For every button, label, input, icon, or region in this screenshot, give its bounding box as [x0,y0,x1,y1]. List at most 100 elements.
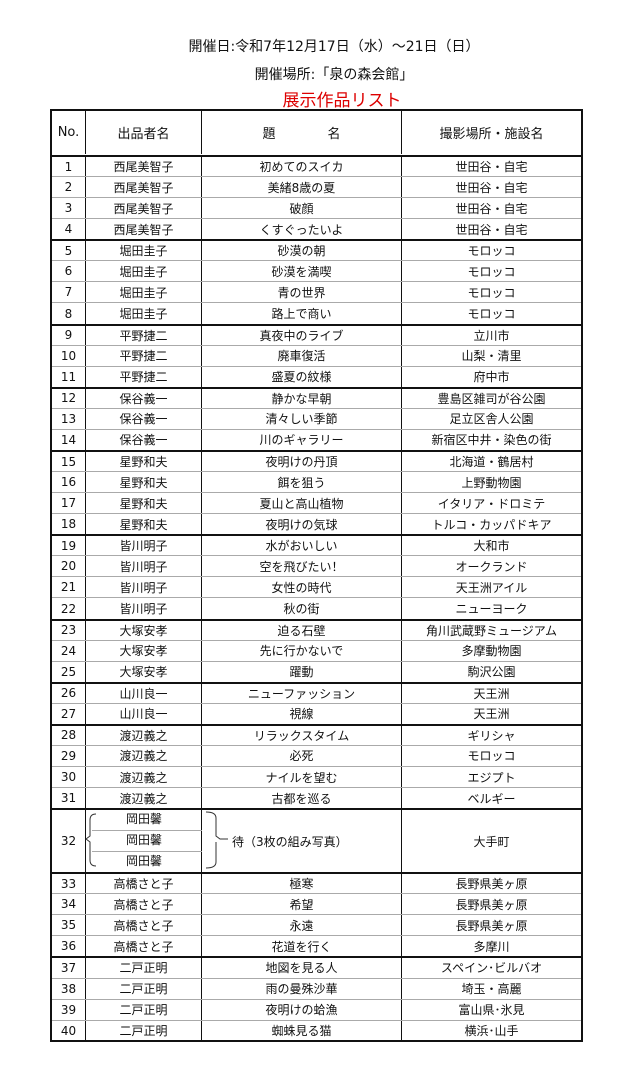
location: 北海道・鶴居村 [449,455,534,469]
work-title: 破顔 [202,198,402,219]
exhibitor-name: 堀田圭子 [86,303,202,324]
table-row: 30 渡辺義之 ナイルを望む エジプト [52,766,581,788]
exhibitor-name: 二戸正明 [86,999,202,1020]
event-venue: 開催場所:「泉の森会館」 [254,67,414,83]
table-row: 3 西尾美智子 破顔 世田谷・自宅 [52,197,581,219]
table-row: 29 渡辺義之 必死 モロッコ [52,744,581,767]
row-no: 9 [52,325,86,345]
exhibitor-name: 大塚安孝 [86,640,202,661]
work-title: 美緒8歳の夏 [202,177,402,198]
work-title: 極寒 [202,874,402,894]
row-no: 1 [52,157,86,177]
row-no: 28 [52,725,86,745]
row-no: 37 [52,958,86,978]
exhibitor-name: 西尾美智子 [86,177,202,198]
table-row: 4 西尾美智子 くすぐったいよ 世田谷・自宅 [52,218,581,240]
row-no: 11 [52,366,86,387]
location: モロッコ [467,244,516,259]
page-title: 展示作品リスト [282,91,402,111]
table-row: 7 堀田圭子 青の世界 モロッコ [52,281,581,303]
exhibitor-name: 大塚安孝 [86,661,202,682]
table-row: 37 二戸正明 地図を見る人 スペイン･ビルバオ [52,956,581,978]
location: 上野動物園 [461,475,522,490]
location: 山梨・清里 [461,349,522,364]
row-no: 24 [52,640,86,661]
row-no: 29 [52,745,86,767]
header-title: 題 名 [202,111,402,154]
work-title: 視線 [202,703,402,724]
work-title: ナイルを望む [202,767,402,788]
location: 多摩動物園 [461,644,522,659]
exhibitor-name: 渡辺義之 [86,767,202,788]
work-title: 先に行かないで [202,640,402,661]
work-title: 女性の時代 [202,577,402,598]
location: 天王洲アイル [455,580,528,595]
exhibitor-name: 星野和夫 [86,472,202,493]
location: 角川武蔵野ミュージアム [426,623,557,638]
work-title: 夜明けの丹頂 [202,451,402,472]
table-row: 1 西尾美智子 初めてのスイカ 世田谷・自宅 [52,155,581,177]
location: 長野県美ヶ原 [455,897,528,912]
exhibitor-name: 山川良一 [86,683,202,703]
row-no: 10 [52,345,86,366]
exhibitor-name: 岡田馨 [125,854,162,869]
exhibitor-name: 高橋さと子 [86,915,202,936]
work-title: 砂漠の朝 [202,241,402,261]
exhibitor-name: 星野和夫 [86,451,202,472]
location: 世田谷・自宅 [455,180,528,195]
exhibitor-name: 岡田馨 [125,833,162,848]
table-row: 15 星野和夫 夜明けの丹頂 北海道・鶴居村 [52,449,581,472]
exhibitor-name: 大塚安孝 [86,620,202,640]
work-title: 清々しい季節 [202,408,402,429]
work-title: 古都を巡る [202,788,402,809]
work-title: 秋の街 [202,598,402,619]
work-title: 路上で商い [202,303,402,324]
table-row: 12 保谷義一 静かな早朝 豊島区雑司が谷公園 [52,386,581,408]
exhibitor-name: 保谷義一 [86,388,202,408]
work-title: くすぐったいよ [202,219,402,240]
work-title: 初めてのスイカ [202,157,402,177]
work-title: 真夜中のライブ [202,325,402,345]
row-no: 31 [52,788,86,809]
work-title: 夜明けの気球 [202,514,402,535]
table-row: 26 山川良一 ニューファッション 天王洲 [52,681,581,703]
table-row: 20 皆川明子 空を飛びたい！ オークランド [52,555,581,577]
row-no: 14 [52,429,86,450]
exhibitor-name: 堀田圭子 [86,261,202,282]
location: 長野県美ヶ原 [455,877,528,892]
work-title: 雨の曼殊沙華 [202,978,402,999]
location: モロッコ [467,264,516,279]
location: 横浜･山手 [464,1024,519,1039]
row-no: 18 [52,514,86,535]
table-row: 11 平野捷二 盛夏の紋様 府中市 [52,365,581,387]
exhibitor-name: 星野和夫 [86,493,202,514]
exhibitor-names [86,810,202,873]
exhibitor-name: 皆川明子 [86,556,202,577]
exhibitor-name: 二戸正明 [86,1020,202,1041]
exhibitor-name: 堀田圭子 [86,241,202,261]
table-row: 6 堀田圭子 砂漠を満喫 モロッコ [52,260,581,282]
work-title: 迫る石壁 [202,620,402,640]
row-no: 2 [52,177,86,198]
work-title: 餌を狙う [202,472,402,493]
table-row: 27 山川良一 視線 天王洲 [52,702,581,724]
row-no: 16 [52,472,86,493]
bracket-icon [85,811,228,869]
location: 多摩川 [473,939,510,954]
exhibitor-name: 保谷義一 [86,408,202,429]
work-title: 空を飛びたい！ [202,556,402,577]
location: 長野県美ヶ原 [455,918,528,933]
row-no: 25 [52,661,86,682]
work-title: 夜明けの蛤漁 [202,999,402,1020]
location: 埼玉・高麗 [461,982,522,997]
exhibitor-name: 二戸正明 [86,978,202,999]
location: 富山県･氷見 [458,1003,525,1018]
table-row: 25 大塚安孝 躍動 駒沢公園 [52,660,581,682]
work-title: 蜘蛛見る猫 [202,1020,402,1041]
table-row: 8 堀田圭子 路上で商い モロッコ [52,302,581,324]
exhibitor-name: 皆川明子 [86,536,202,556]
location: 足立区舎人公園 [449,412,534,427]
work-title: ニューファッション [202,683,402,703]
table-row: 35 高橋さと子 永遠 長野県美ヶ原 [52,914,581,936]
event-date: 開催日:令和7年12月17日（水）～21日（日） [188,39,480,55]
